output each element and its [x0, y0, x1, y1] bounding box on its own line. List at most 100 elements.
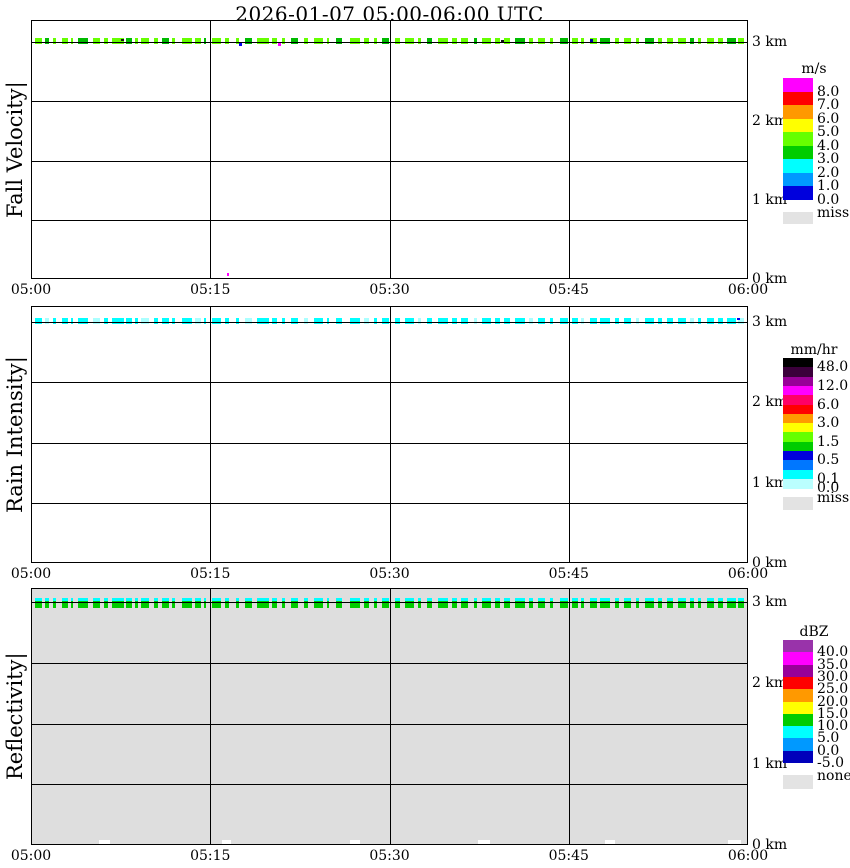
echo-band-segment: [600, 38, 611, 44]
echo-band-segment: [303, 318, 308, 324]
echo-band-segment: [382, 598, 390, 608]
echo-band-segment: [738, 318, 745, 324]
echo-band-segment: [666, 318, 673, 324]
echo-band-segment: [636, 318, 640, 324]
colorbar-cell: [783, 404, 813, 415]
colorbar-tick-label: 0.5: [817, 452, 840, 469]
echo-band-segment: [92, 318, 100, 324]
echo-band-segment: [589, 318, 597, 324]
colorbar-tick-label: 48.0: [817, 359, 849, 376]
echo-band-segment: [514, 318, 525, 324]
colorbar-cell: [783, 423, 813, 433]
echo-band-segment: [550, 38, 554, 44]
colorbar-tick-label: 2.0: [817, 164, 840, 181]
echo-band-segment: [666, 598, 673, 608]
echo-band-segment: [528, 598, 534, 608]
y-tick-label: 3 km: [752, 34, 788, 50]
echo-band-segment: [153, 38, 158, 44]
colorbar-cell: [783, 689, 813, 702]
colorbar-cell: [783, 478, 813, 489]
echo-band-segment: [134, 38, 138, 44]
echo-band-segment: [314, 318, 323, 324]
echo-band-segment: [126, 598, 133, 608]
echo-band-segment: [126, 318, 133, 324]
echo-band-segment: [140, 38, 150, 44]
echo-band-segment: [677, 598, 687, 608]
x-tick-label: 05:00: [10, 566, 52, 582]
echo-band-segment: [589, 38, 597, 44]
colorbar-tick-label: 30.0: [817, 668, 849, 685]
echo-band-segment: [657, 598, 662, 608]
echo-band-segment: [212, 598, 221, 608]
echo-band-segment: [677, 318, 687, 324]
echo-band-segment: [528, 38, 534, 44]
colorbar-tick-label: 40.0: [817, 644, 849, 661]
echo-band-segment: [335, 38, 342, 44]
colorbar-tick-label: 6.0: [817, 110, 840, 127]
echo-band-segment: [71, 38, 74, 44]
echo-band-segment: [257, 318, 269, 324]
echo-band-segment: [645, 318, 655, 324]
echo-band-segment: [62, 38, 68, 44]
echo-band-segment: [395, 318, 400, 324]
echo-band-segment: [162, 598, 170, 608]
echo-band-segment: [212, 318, 221, 324]
echo-band-segment: [62, 318, 68, 324]
echo-band-segment: [636, 38, 640, 44]
x-tick-label: 06:00: [727, 848, 769, 864]
echo-band-segment: [538, 598, 546, 608]
colorbar-cell: [783, 186, 813, 200]
height-3km-line: [31, 322, 748, 323]
echo-band-segment: [538, 38, 546, 44]
echo-band-segment: [461, 38, 469, 44]
echo-band-segment: [364, 598, 369, 608]
colorbar-tick-label: 15.0: [817, 705, 849, 722]
y-tick-label: 3 km: [752, 314, 788, 330]
x-tick-label: 05:30: [369, 848, 410, 864]
echo-band-segment: [473, 38, 477, 44]
echo-band-segment: [203, 598, 207, 608]
y-tick-label: 1 km: [752, 192, 788, 208]
axis-label-fall-velocity: Fall Velocity|: [3, 81, 27, 218]
echo-band-segment: [212, 38, 221, 44]
x-tick-label: 05:15: [190, 848, 231, 864]
echo-band-segment: [235, 38, 239, 44]
colorbar-cell: [783, 367, 813, 378]
colorbar-cell: [783, 652, 813, 666]
echo-band-segment: [44, 318, 50, 324]
y-tick-label: 2 km: [752, 675, 788, 691]
echo-band-segment: [78, 318, 89, 324]
gridline-vertical: [568, 306, 570, 563]
echo-band-segment: [482, 318, 492, 324]
gridline-horizontal: [31, 784, 748, 786]
echo-band-segment: [426, 38, 433, 44]
echo-band-segment: [614, 38, 619, 44]
echo-band-segment: [514, 598, 525, 608]
echo-band-segment: [364, 318, 369, 324]
y-tick-label: 3 km: [752, 594, 788, 610]
echo-band-segment: [53, 318, 57, 324]
colorbar-miss-label: none: [817, 768, 850, 784]
echo-band-segment: [614, 318, 619, 324]
colorbar-cell: [783, 105, 813, 119]
gridline-horizontal: [31, 502, 748, 504]
colorbar-tick-label: 0.1: [817, 470, 840, 487]
echo-band-segment: [103, 38, 108, 44]
y-tick-label: 0 km: [752, 271, 788, 287]
echo-band-segment: [418, 318, 421, 324]
echo-band-segment: [303, 38, 308, 44]
colorbar-cell: [783, 376, 813, 387]
echo-band-segment: [112, 318, 124, 324]
echo-band-segment: [600, 598, 611, 608]
gridline-horizontal: [31, 160, 748, 162]
echo-band-segment: [405, 318, 414, 324]
data-mark: [590, 39, 594, 42]
echo-band-segment: [153, 598, 158, 608]
x-tick-label: 05:45: [548, 282, 589, 298]
echo-band-segment: [426, 598, 433, 608]
colorbar-cell: [783, 469, 813, 480]
echo-band-segment: [550, 318, 554, 324]
colorbar-tick-label: 7.0: [817, 97, 840, 113]
echo-band-segment: [452, 598, 457, 608]
colorbar-cell: [783, 395, 813, 405]
